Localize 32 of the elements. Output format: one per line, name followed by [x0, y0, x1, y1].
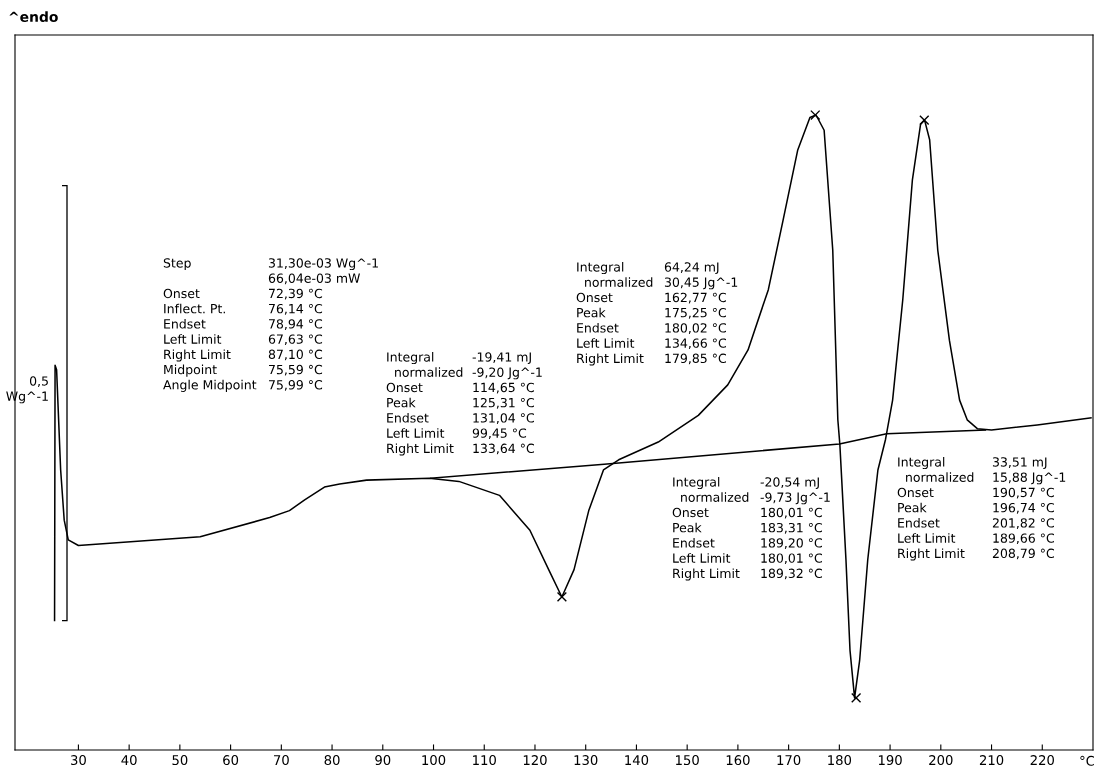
x-tick-label: 80 — [324, 755, 340, 766]
x-tick-label: 100 — [422, 755, 446, 766]
annotation: 64,24 mJ 30,45 Jg^-1 162,77 °C 175,25 °C 180,02 °C 134,66 °C 179,85 °C — [664, 262, 738, 365]
x-tick-label: 180 — [828, 755, 852, 766]
x-tick-label: 60 — [223, 755, 239, 766]
x-tick-label: 120 — [523, 755, 547, 766]
annotation: Integral normalized Onset Peak Endset Left Limit Right Limit — [576, 262, 653, 366]
x-tick-label: 210 — [979, 755, 1004, 766]
x-axis-title: °C — [1080, 755, 1094, 766]
text: 31,30e-03 Wg^-1 66,04e-03 mW 72,39 °C 76,14 °C 78,94 °C 67,63 °C 87,10 °C 75,59 °C 75,99 °C — [268, 258, 378, 391]
x-tick-label: 130 — [574, 755, 598, 766]
annotation: Integral normalized Onset Peak Endset Left Limit Right Limit — [897, 457, 974, 561]
annotation: -19,41 mJ -9,20 Jg^-1 114,65 °C 125,31 °C 131,04 °C 99,45 °C 133,64 °C — [472, 352, 542, 455]
x-tick-label: 140 — [625, 755, 649, 766]
annotation: Integral normalized Onset Peak Endset Left Limit Right Limit — [672, 477, 749, 581]
annotation: Integral normalized Onset Peak Endset Left Limit Right Limit — [386, 352, 463, 456]
x-tick-label: 160 — [726, 755, 750, 766]
x-tick-label: 30 — [71, 755, 86, 766]
x-tick-label: 200 — [929, 755, 953, 766]
annotation: 33,51 mJ 15,88 Jg^-1 190,57 °C 196,74 °C 201,82 °C 189,66 °C 208,79 °C — [992, 457, 1066, 560]
chart-title: ^endo — [9, 11, 58, 23]
x-tick-label: 190 — [878, 755, 902, 766]
x-tick-label: 170 — [777, 755, 801, 766]
x-tick-label: 70 — [274, 755, 289, 766]
x-tick-label: 150 — [676, 755, 699, 766]
x-tick-label: 90 — [375, 755, 391, 766]
text: Step Onset Inflect. Pt. Endset Left Limit Right Limit Midpoint Angle Midpoint — [163, 258, 257, 392]
x-tick-label: 40 — [121, 755, 137, 766]
annotation: -20,54 mJ -9,73 Jg^-1 180,01 °C 183,31 °C 189,20 °C 180,01 °C 189,32 °C — [760, 477, 830, 580]
x-tick-label: 110 — [473, 755, 496, 766]
x-tick-label: 50 — [172, 755, 188, 766]
x-tick-label: 220 — [1030, 755, 1054, 766]
